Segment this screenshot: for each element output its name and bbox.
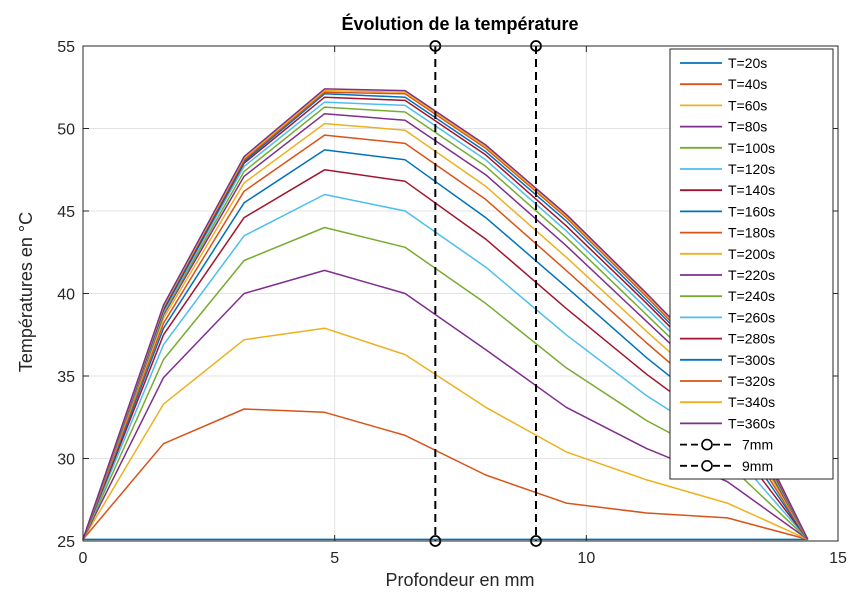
legend-entry: T=100s [728, 140, 775, 156]
legend-marker [701, 459, 713, 472]
legend-entry: T=140s [728, 182, 775, 198]
legend-entry: T=180s [728, 225, 775, 241]
legend-entry: T=80s [728, 119, 767, 135]
axis-ticks: 25 30 35 40 45 50 55 0 5 10 15 [57, 39, 847, 567]
legend-entry: T=160s [728, 203, 775, 219]
legend-entry: T=200s [728, 246, 775, 262]
legend-marker [701, 438, 713, 451]
legend-entry: T=320s [728, 373, 775, 389]
legend-entry: T=40s [728, 76, 767, 92]
legend-entry: T=220s [728, 267, 775, 283]
legend: T=20s T=40s T=60s T=80s T=100s T=120s T=140s T=… [669, 48, 834, 480]
y-tick-label: 40 [57, 287, 75, 304]
x-tick-label: 5 [330, 550, 339, 567]
x-tick-label: 15 [829, 550, 847, 567]
chart-title: Évolution de la température [341, 13, 578, 34]
legend-entry: 7mm [742, 437, 773, 453]
y-tick-label: 55 [57, 39, 75, 56]
legend-box [669, 48, 834, 480]
x-tick-label: 10 [577, 550, 595, 567]
legend-entry: 9mm [742, 458, 773, 474]
legend-entry: T=260s [728, 309, 775, 325]
legend-entry: T=340s [728, 394, 775, 410]
y-tick-label: 30 [57, 452, 75, 469]
legend-entry: T=280s [728, 331, 775, 347]
legend-entry: T=300s [728, 352, 775, 368]
y-tick-label: 25 [57, 534, 75, 551]
y-tick-label: 35 [57, 369, 75, 386]
y-axis-label: Températures en °C [16, 212, 36, 372]
x-tick-label: 0 [79, 550, 88, 567]
x-axis-label: Profondeur en mm [385, 570, 534, 590]
legend-entry: T=60s [728, 97, 767, 113]
legend-entry: T=360s [728, 415, 775, 431]
legend-entry: T=240s [728, 288, 775, 304]
y-tick-label: 50 [57, 122, 75, 139]
legend-entry: T=120s [728, 161, 775, 177]
legend-entry: T=20s [728, 55, 767, 71]
series-line-t-60s [82, 327, 809, 541]
y-tick-label: 45 [57, 204, 75, 221]
series-line-t-40s [82, 408, 808, 541]
